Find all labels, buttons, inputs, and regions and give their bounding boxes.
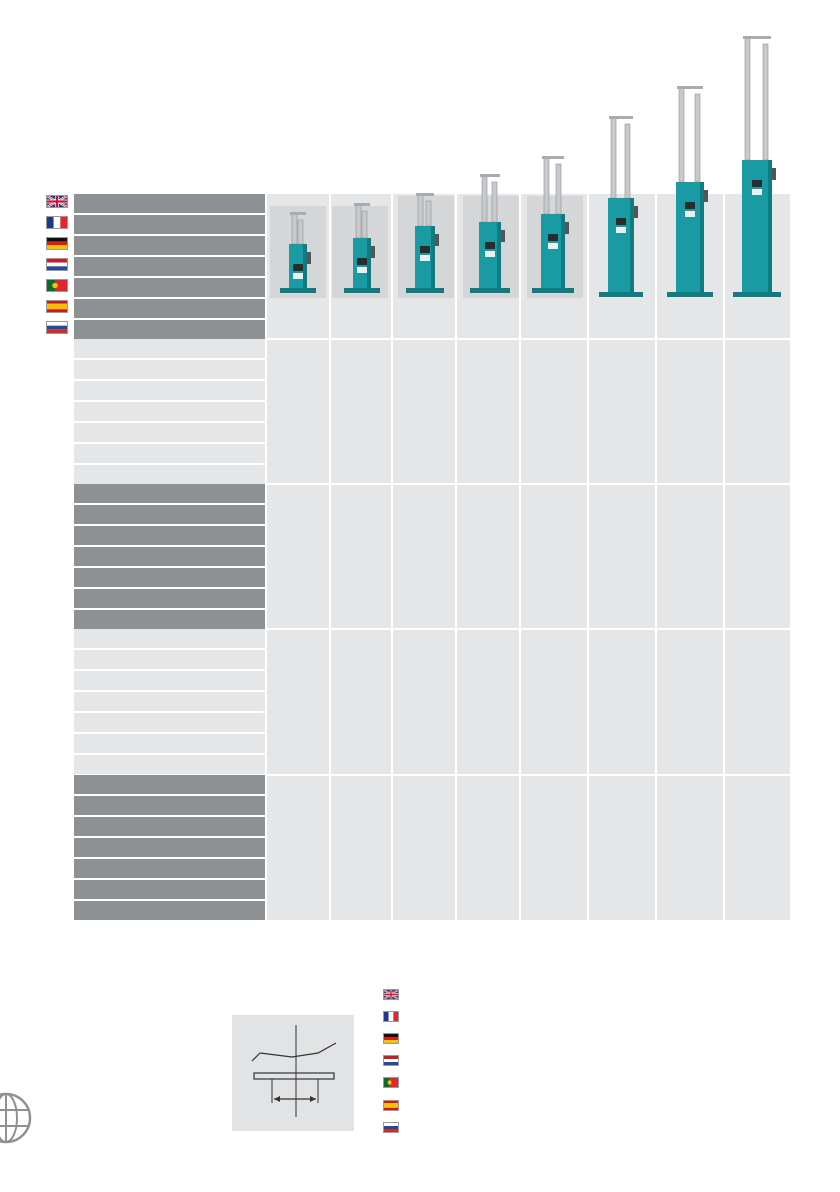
spec-column [393,194,455,920]
spec-label-row [74,402,265,421]
spec-label-row [74,859,265,878]
spain-flag-icon [46,300,68,313]
spec-column [521,194,587,920]
row-separator [266,483,790,485]
france-flag-icon [46,216,68,229]
spec-column [725,194,790,920]
spec-column [589,194,655,920]
spec-label-row [74,671,265,690]
spec-column [331,194,391,920]
spec-label-row [74,880,265,899]
spec-label-row [74,257,265,276]
hydraulic-jack-5-icon [527,156,583,298]
spec-label-row [74,526,265,545]
spec-label-row [74,278,265,297]
spec-label-row [74,547,265,566]
legend-netherlands-flag-icon [383,1055,399,1066]
spec-label-row [74,817,265,836]
spec-label-row [74,734,265,753]
spec-label-row [74,320,265,339]
spec-label-row [74,484,265,503]
spec-label-row [74,796,265,815]
spec-label-row [74,360,265,379]
spec-label-row [74,215,265,234]
germany-flag-icon [46,237,68,250]
spec-column [457,194,519,920]
netherlands-flag-icon [46,258,68,271]
legend-france-flag-icon [383,1011,399,1022]
spec-label-row [74,713,265,732]
hydraulic-jack-4-icon [463,174,519,298]
legend-uk-flag-icon [383,989,399,1000]
spec-label-row [74,444,265,463]
legend-portugal-flag-icon [383,1077,399,1088]
hydraulic-jack-3-icon [398,193,454,298]
spec-label-row [74,381,265,400]
row-separator [266,774,790,776]
spec-label-row [74,339,265,358]
hydraulic-jack-6-icon [599,116,643,297]
spec-column [267,194,329,920]
spec-label-row [74,505,265,524]
hydraulic-jack-8-icon [733,36,781,297]
hydraulic-jack-7-icon [667,86,713,297]
spec-label-row [74,650,265,669]
spec-label-row [74,629,265,648]
spec-label-row [74,755,265,774]
portugal-flag-icon [46,279,68,292]
spec-label-row [74,194,265,213]
spec-label-row [74,465,265,484]
spec-label-row [74,423,265,442]
spec-label-row [74,236,265,255]
row-separator [266,338,790,340]
spec-label-row [74,775,265,794]
spec-label-row [74,692,265,711]
measurement-diagram-icon [232,1015,354,1131]
legend-germany-flag-icon [383,1033,399,1044]
hydraulic-jack-1-icon [270,206,326,298]
spec-label-row [74,838,265,857]
spec-label-row [74,568,265,587]
legend-spain-flag-icon [383,1100,399,1111]
russia-flag-icon [46,321,68,334]
spec-label-row [74,299,265,318]
globe-icon [0,1092,32,1144]
uk-flag-icon [46,195,68,208]
row-separator [266,628,790,630]
spec-label-row [74,901,265,920]
product-images [270,36,781,298]
spec-label-row [74,610,265,629]
spec-column [657,194,723,920]
hydraulic-jack-2-icon [332,203,388,298]
spec-label-row [74,589,265,608]
legend-russia-flag-icon [383,1122,399,1133]
